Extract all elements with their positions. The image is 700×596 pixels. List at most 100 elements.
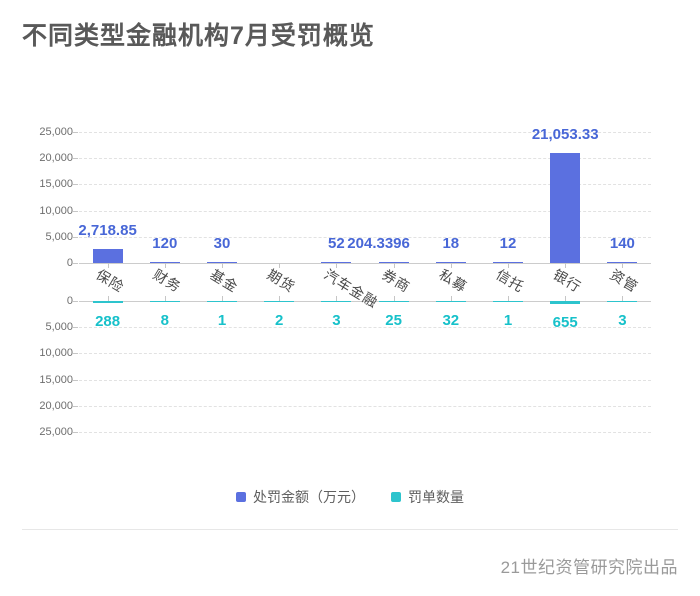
category-label: 保险 — [92, 266, 127, 296]
y-axis-label: 5,000 — [45, 321, 73, 334]
upper-axis-category-tick — [279, 263, 281, 268]
fine-count-bar — [149, 301, 180, 302]
upper-axis-category-tick — [450, 263, 452, 268]
upper-axis-category-tick — [565, 263, 567, 268]
penalty-amount-bar — [149, 262, 180, 263]
y-axis-tick — [73, 263, 78, 264]
upper-axis-category-tick — [107, 263, 109, 268]
lower-axis-category-tick — [164, 296, 166, 301]
fine-count-value-label: 32 — [442, 312, 460, 329]
upper-axis-line — [79, 263, 651, 264]
lower-axis-category-tick — [107, 296, 109, 301]
h-gridline — [79, 327, 651, 329]
category-label: 汽车金融 — [321, 266, 382, 311]
fine-count-bar — [435, 301, 466, 302]
penalty-amount-value-label: 120 — [152, 235, 178, 252]
fine-count-bar — [493, 301, 523, 302]
y-axis-tick — [73, 158, 78, 160]
chart-legend: 处罚金额（万元） 罚单数量 — [0, 488, 700, 506]
y-axis-label: 0 — [66, 295, 73, 307]
h-gridline — [79, 405, 651, 407]
lower-axis-category-tick — [565, 296, 567, 301]
fine-count-value-label: 3 — [618, 312, 627, 329]
y-axis-tick — [73, 353, 78, 355]
y-axis-tick — [73, 210, 78, 212]
penalty-amount-value-label: 52 — [328, 235, 345, 252]
penalty-amount-value-label: 30 — [213, 235, 231, 252]
legend-label-fine-count: 罚单数量 — [408, 489, 464, 505]
category-label: 私募 — [436, 266, 471, 296]
h-gridline — [79, 432, 651, 433]
y-axis-label: 25,000 — [39, 126, 73, 138]
fine-count-value-label: 1 — [217, 312, 227, 329]
fine-count-value-label: 2 — [275, 312, 284, 329]
y-axis-label: 0 — [66, 257, 73, 269]
h-gridline — [79, 353, 651, 355]
fine-count-bar — [321, 301, 352, 302]
penalty-amount-bar — [493, 262, 523, 263]
lower-axis-category-tick — [222, 296, 223, 301]
category-label: 财务 — [150, 266, 185, 296]
lower-axis-category-tick — [622, 296, 624, 301]
fine-count-value-label: 655 — [552, 314, 578, 332]
fine-count-value-label: 25 — [385, 312, 402, 329]
upper-axis-category-tick — [508, 263, 509, 268]
penalty-amount-value-label: 18 — [442, 235, 460, 252]
upper-axis-category-tick — [622, 263, 624, 268]
fine-count-value-label: 3 — [332, 312, 341, 329]
h-gridline — [79, 132, 651, 133]
category-label: 基金 — [207, 266, 242, 296]
legend-item-penalty-amount: 处罚金额（万元） — [236, 487, 365, 507]
penalty-amount-value-label: 21,053.33 — [531, 125, 599, 143]
y-axis-label: 25,000 — [39, 426, 73, 438]
y-axis-label: 15,000 — [39, 178, 73, 191]
penalty-amount-bar — [550, 152, 581, 263]
y-axis-tick — [73, 379, 78, 381]
lower-axis-category-tick — [508, 296, 509, 301]
y-axis-label: 20,000 — [39, 399, 73, 412]
y-axis-tick — [73, 432, 78, 433]
fine-count-bar — [378, 301, 409, 302]
fine-count-bar — [550, 301, 581, 305]
category-label: 银行 — [550, 266, 585, 296]
y-axis-label: 15,000 — [39, 373, 73, 386]
penalty-amount-bar — [92, 248, 123, 263]
y-axis-label: 10,000 — [39, 204, 73, 217]
lower-axis-category-tick — [279, 296, 281, 301]
chart-title: 不同类型金融机构7月受罚概览 — [22, 22, 375, 50]
y-axis-tick — [73, 184, 78, 186]
fine-count-value-label: 288 — [95, 312, 121, 330]
upper-axis-category-tick — [222, 263, 223, 268]
upper-axis-category-tick — [164, 263, 166, 268]
penalty-amount-bar — [207, 262, 237, 263]
penalty-amount-value-label: 12 — [499, 235, 517, 252]
penalty-amount-bar — [607, 262, 638, 263]
category-label: 期货 — [264, 266, 299, 296]
upper-axis-category-tick — [336, 263, 338, 268]
lower-axis-category-tick — [450, 296, 452, 301]
fine-count-value-label: 8 — [160, 312, 169, 329]
lower-axis-category-tick — [393, 296, 395, 301]
category-label: 券商 — [378, 266, 413, 296]
fine-count-bar — [607, 301, 638, 302]
y-axis-tick — [73, 405, 78, 407]
h-gridline — [79, 184, 651, 186]
fine-count-bar — [264, 301, 295, 302]
footer-credit: 21世纪资管研究院出品 — [500, 558, 678, 577]
lower-axis-line — [79, 301, 651, 302]
penalty-amount-swatch — [236, 492, 246, 502]
category-label: 资管 — [607, 266, 642, 296]
h-gridline — [79, 236, 651, 238]
fine-count-bar — [207, 301, 237, 302]
y-axis-tick — [73, 301, 78, 302]
lower-axis-category-tick — [336, 296, 338, 301]
fine-count-bar — [92, 301, 123, 303]
fine-count-value-label: 1 — [503, 312, 513, 329]
legend-label-penalty-amount: 处罚金额（万元） — [253, 489, 365, 505]
y-axis-label: 10,000 — [39, 347, 73, 360]
penalty-amount-bar — [378, 261, 409, 263]
upper-axis-category-tick — [393, 263, 395, 268]
h-gridline — [79, 379, 651, 381]
penalty-amount-value-label: 2,718.85 — [78, 221, 137, 239]
